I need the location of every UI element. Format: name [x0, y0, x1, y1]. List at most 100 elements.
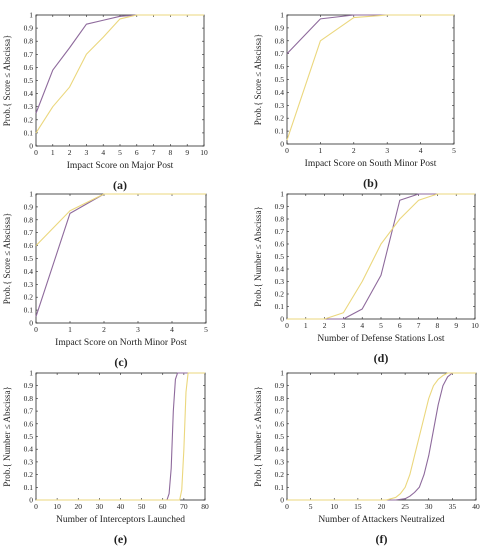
y-tick-label: 0.2: [24, 115, 34, 124]
x-tick-label: 0: [34, 325, 38, 334]
y-tick-label: 0.8: [275, 215, 285, 224]
x-tick-label: 3: [385, 146, 389, 155]
y-axis-label: Prob.{ Number ≤ Abscissa}: [253, 206, 263, 307]
y-tick-label: 0.7: [275, 49, 285, 58]
x-tick-label: 3: [342, 321, 346, 330]
y-tick-label: 1: [280, 11, 284, 20]
y-tick-label: 0.5: [24, 432, 34, 441]
y-axis-label: Prob.{ Score ≤ Abscissa}: [2, 213, 12, 305]
x-tick-label: 10: [471, 321, 479, 330]
x-tick-label: 6: [135, 148, 139, 157]
y-tick-label: 0.8: [24, 37, 34, 46]
y-tick-label: 0.6: [24, 241, 34, 250]
y-tick-label: 0.4: [275, 265, 285, 274]
y-axis-label: Prob.{ Number ≤ Abscissa}: [2, 386, 12, 487]
y-tick-label: 0.9: [275, 23, 285, 32]
y-tick-label: 1: [29, 190, 33, 199]
y-tick-label: 0.5: [24, 254, 34, 263]
x-tick-label: 7: [417, 321, 421, 330]
y-tick-label: 0.1: [275, 302, 285, 311]
y-tick-label: 0.9: [275, 202, 285, 211]
x-tick-label: 4: [360, 321, 364, 330]
x-tick-label: 20: [75, 502, 83, 511]
y-axis-label: Prob.{ Number ≤ Abscissa}: [253, 386, 263, 487]
x-tick-label: 2: [68, 148, 72, 157]
series-line-2: [286, 14, 454, 141]
x-tick-label: 60: [159, 502, 167, 511]
series-line-2: [35, 193, 206, 246]
y-tick-label: 0.1: [24, 306, 34, 315]
y-tick-label: 0.9: [24, 381, 34, 390]
y-tick-label: 0.1: [24, 128, 34, 137]
series-line-1: [286, 14, 454, 55]
series-line-2: [287, 372, 476, 501]
y-tick-label: 0.1: [275, 127, 285, 136]
y-tick-label: 0.2: [275, 470, 285, 479]
x-axis-label: Number of Defense Stations Lost: [317, 333, 445, 344]
y-tick-label: 1: [29, 11, 33, 20]
x-axis-label: Impact Score on North Minor Post: [55, 338, 187, 348]
y-tick-label: 0: [280, 140, 284, 149]
y-tick-label: 0.5: [275, 75, 285, 84]
y-tick-label: 0.8: [24, 215, 34, 224]
y-tick-label: 0.1: [24, 483, 34, 492]
series-line-1: [287, 193, 475, 320]
x-tick-label: 0: [285, 321, 289, 330]
chart-panel-3: 0 1 2 3 4 5 0 0.1 0.2 0.3 0.4 0.5 0.6 0.7 0.8 0.9 1 Impac…: [2, 190, 208, 370]
y-tick-label: 0.5: [275, 252, 285, 261]
series-line-2: [287, 193, 475, 320]
x-tick-label: 40: [472, 502, 480, 511]
y-tick-label: 0.7: [275, 407, 285, 416]
y-tick-label: 0: [29, 142, 33, 151]
x-tick-label: 9: [454, 321, 458, 330]
y-axis-label: Prob.{ Score ≤ Abscissa}: [2, 35, 12, 127]
y-tick-label: 0.3: [275, 457, 285, 466]
y-tick-label: 0.8: [275, 394, 285, 403]
x-tick-label: 2: [323, 321, 327, 330]
chart-panel-4: 0 1 2 3 4 5 6 7 8 9 10 0 0.1 0.2 0.3 0.4 0.5 0.6 0.7 0.8 0.9…: [253, 190, 479, 366]
x-tick-label: 70: [180, 502, 188, 511]
x-tick-label: 80: [201, 502, 209, 511]
y-tick-label: 0.9: [275, 381, 285, 390]
x-tick-label: 25: [401, 502, 409, 511]
x-tick-label: 30: [425, 502, 433, 511]
x-tick-label: 5: [452, 146, 456, 155]
panel-label: (b): [363, 176, 378, 190]
y-tick-label: 0.6: [275, 240, 285, 249]
x-tick-label: 10: [53, 502, 61, 511]
plot-area: [286, 14, 455, 145]
y-tick-label: 0.4: [24, 445, 34, 454]
x-tick-label: 0: [285, 146, 289, 155]
panel-label: (e): [114, 532, 127, 546]
plot-area: [35, 14, 205, 147]
y-tick-label: 0.2: [275, 290, 285, 299]
x-tick-label: 1: [319, 146, 323, 155]
chart-panel-5: 0 10 20 30 40 50 60 70 80 0 0.1 0.2 0.3 0.4 0.5 0.6 0.7 0…: [2, 369, 209, 547]
chart-panel-2: 0 1 2 3 4 5 0 0.1 0.2 0.3 0.4 0.5 0.6 0.7 0.8 0.9 1 Impac…: [253, 11, 456, 191]
x-tick-label: 50: [138, 502, 146, 511]
y-tick-label: 0: [280, 315, 284, 324]
x-tick-label: 5: [204, 325, 208, 334]
y-tick-label: 0: [280, 496, 284, 505]
y-tick-label: 0.4: [24, 89, 34, 98]
x-tick-label: 2: [102, 325, 106, 334]
series-line-1: [36, 372, 205, 501]
panel-label: (f): [376, 532, 388, 546]
y-tick-label: 0.6: [275, 62, 285, 71]
x-tick-label: 10: [331, 502, 339, 511]
x-tick-label: 3: [136, 325, 140, 334]
chart-panel-1: 0 1 2 3 4 5 6 7 8 9 10 0 0.1 0.2 0.3 0.4 0.5 0.6 0.7 0.8 0.9…: [2, 11, 208, 193]
y-tick-label: 0.3: [24, 102, 34, 111]
series-line-1: [35, 193, 206, 317]
x-tick-label: 4: [101, 148, 105, 157]
y-tick-label: 1: [280, 369, 284, 378]
x-tick-label: 0: [34, 148, 38, 157]
y-tick-label: 0.3: [275, 277, 285, 286]
series-line-1: [35, 14, 204, 114]
x-tick-label: 1: [304, 321, 308, 330]
y-tick-label: 0.5: [275, 432, 285, 441]
y-tick-label: 0.8: [275, 36, 285, 45]
y-tick-label: 0: [29, 496, 33, 505]
x-tick-label: 10: [200, 148, 208, 157]
